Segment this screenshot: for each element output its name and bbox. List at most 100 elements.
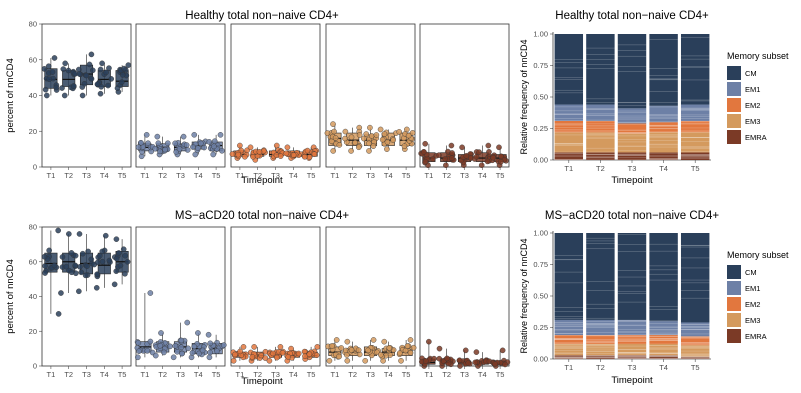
x-tick-label: T5 <box>691 363 700 372</box>
legend-title: Memory subset <box>727 51 789 61</box>
bar-segment-em3 <box>617 133 647 153</box>
panel-em2: T1 T2 T3 T4 T5 <box>230 226 321 379</box>
data-point <box>42 263 48 269</box>
data-point <box>422 158 429 165</box>
chart-title: Healthy total non−naive CD4+ <box>185 10 339 22</box>
data-point <box>170 354 177 361</box>
chart-title: MS−aCD20 total non−naive CD4+ <box>545 210 719 222</box>
panel-emra: T1 T2 T3 T4 T5 <box>419 226 511 379</box>
bar-t4: T4 <box>649 34 678 173</box>
y-axis-label: percent of nnCD4 <box>5 58 16 132</box>
data-point <box>206 139 212 145</box>
data-point <box>211 138 218 145</box>
bar-segment-emra <box>680 356 710 359</box>
bar-segment-em2 <box>554 120 584 133</box>
legend-swatch-emra <box>727 329 741 343</box>
data-point <box>152 352 159 359</box>
bar-segment-em1 <box>617 319 647 336</box>
data-point <box>121 65 127 72</box>
data-point <box>122 252 129 259</box>
bar-segment-em1 <box>680 104 710 121</box>
data-point <box>476 149 482 155</box>
x-tick-label: T1 <box>47 370 56 379</box>
bar-segment-em1 <box>586 319 615 336</box>
data-point <box>41 66 48 72</box>
bar-t3: T3 <box>617 233 647 372</box>
data-point <box>232 351 238 358</box>
bar-segment-em2 <box>617 123 647 134</box>
data-point <box>381 131 388 137</box>
x-tick-label: T4 <box>194 171 203 180</box>
bar-t2: T2 <box>586 233 615 372</box>
bar-segment-em3 <box>680 345 710 357</box>
data-point <box>258 352 265 359</box>
data-point <box>449 150 455 156</box>
x-tick-label: T3 <box>628 164 637 173</box>
data-point <box>72 262 79 269</box>
data-point <box>207 340 214 347</box>
bar-t5: T5 <box>680 233 710 372</box>
data-point <box>344 357 351 364</box>
data-point <box>180 133 187 140</box>
y-tick-label: 1.00 <box>533 229 548 238</box>
data-point <box>378 351 384 358</box>
data-point <box>205 331 212 338</box>
legend-swatch-em2 <box>727 98 741 112</box>
x-tick-label: T1 <box>331 370 340 379</box>
x-tick-label: T2 <box>64 370 73 379</box>
data-point <box>94 271 100 277</box>
x-tick-label: T5 <box>402 370 411 379</box>
bar-segment-em2 <box>649 122 678 133</box>
x-tick-label: T2 <box>158 171 167 180</box>
panel-em2: T1 T2 T3 T4 T5 <box>229 23 321 180</box>
data-point <box>183 142 190 148</box>
data-point <box>384 139 391 145</box>
data-point <box>89 67 96 74</box>
data-point <box>381 338 388 345</box>
data-point <box>284 144 291 151</box>
y-tick-label: 80 <box>29 223 37 232</box>
bar-segment-em2 <box>586 120 615 133</box>
bar-segment-em2 <box>680 336 710 346</box>
data-point <box>172 140 178 147</box>
data-point <box>94 259 101 266</box>
x-tick-label: T4 <box>384 171 393 180</box>
data-point <box>206 354 213 361</box>
data-point <box>277 153 284 159</box>
stacked-chart-1: Healthy total non−naive CD4+ Relative fre… <box>519 10 789 186</box>
data-point <box>301 154 308 160</box>
data-point <box>65 67 72 74</box>
y-tick-label: 0.25 <box>533 124 548 133</box>
legend-swatch-cm <box>727 66 741 80</box>
data-point <box>97 66 104 73</box>
data-point <box>207 349 213 356</box>
data-point <box>119 79 125 85</box>
data-point <box>211 143 217 150</box>
x-axis-label: Timepoint <box>611 375 653 386</box>
bar-t1: T1 <box>554 233 584 372</box>
data-point <box>167 343 173 350</box>
bar-segment-em3 <box>680 132 710 153</box>
x-tick-label: T5 <box>118 370 127 379</box>
data-point <box>62 60 68 67</box>
data-point <box>108 76 115 82</box>
data-point <box>431 355 437 362</box>
bar-t3: T3 <box>617 34 647 173</box>
x-tick-label: T2 <box>442 171 451 180</box>
data-point <box>124 258 131 265</box>
data-point <box>436 345 443 352</box>
data-point <box>355 144 362 151</box>
data-point <box>41 253 48 260</box>
data-point <box>444 355 450 362</box>
data-point <box>178 337 185 344</box>
x-tick-label: T5 <box>212 370 221 379</box>
data-point <box>135 354 141 361</box>
data-point <box>330 121 336 127</box>
x-tick-label: T2 <box>253 171 262 180</box>
data-point <box>342 135 348 142</box>
data-point <box>332 135 339 141</box>
data-point <box>51 55 58 61</box>
legend-swatch-emra <box>727 130 741 144</box>
legend-swatch-em1 <box>727 82 741 96</box>
legend-label: EMRA <box>745 332 767 341</box>
